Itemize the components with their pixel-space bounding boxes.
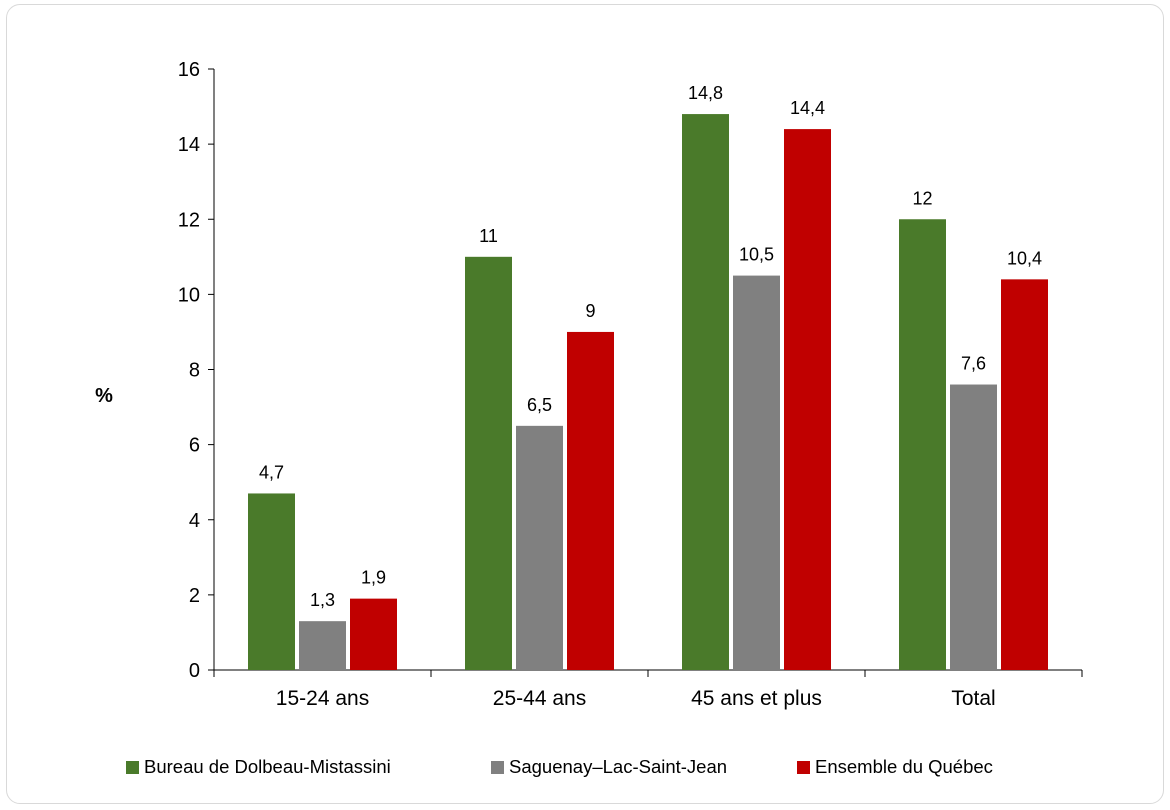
data-label: 14,8: [688, 83, 723, 103]
data-label: 10,5: [739, 245, 774, 265]
x-tick-label: 45 ans et plus: [691, 687, 822, 710]
bar: [950, 384, 997, 670]
x-tick-label: 15-24 ans: [276, 687, 369, 710]
y-tick-label: 4: [189, 510, 200, 532]
y-axis-label: %: [95, 385, 113, 407]
bar: [299, 621, 346, 670]
legend: Bureau de Dolbeau-Mistassini Saguenay–Lac…: [126, 756, 993, 777]
data-label: 14,4: [790, 98, 825, 118]
bar: [350, 598, 397, 670]
legend-swatch: [491, 761, 504, 774]
y-tick-label: 6: [189, 435, 200, 457]
x-tick-label: 25-44 ans: [493, 687, 586, 710]
y-tick-label: 0: [189, 660, 200, 682]
bar: [516, 425, 563, 670]
data-label: 1,3: [310, 590, 335, 610]
x-tick-label: Total: [951, 687, 995, 710]
y-tick-label: 12: [178, 209, 200, 231]
bar: [682, 114, 729, 670]
y-tick-label: 14: [178, 134, 200, 156]
y-tick-label: 2: [189, 585, 200, 607]
data-label: 6,5: [527, 395, 552, 415]
bar: [899, 219, 946, 670]
legend-label: Bureau de Dolbeau-Mistassini: [144, 756, 391, 777]
bar: [248, 493, 295, 670]
data-labels: 4,7 1,3 1,9 11 6,5 9 14,8 10,5 14,4 12 7,6 10,4: [259, 83, 1042, 610]
bar: [784, 129, 831, 671]
legend-label: Saguenay–Lac-Saint-Jean: [509, 756, 727, 777]
data-label: 1,9: [361, 568, 386, 588]
legend-label: Ensemble du Québec: [815, 756, 993, 777]
data-label: 12: [912, 188, 932, 208]
data-label: 4,7: [259, 462, 284, 482]
legend-swatch: [126, 761, 139, 774]
legend-swatch: [797, 761, 810, 774]
bars: [248, 114, 1048, 671]
y-tick-label: 16: [178, 59, 200, 81]
data-label: 7,6: [961, 354, 986, 374]
bar: [733, 275, 780, 670]
y-tick-label: 8: [189, 360, 200, 382]
data-label: 11: [479, 226, 498, 246]
data-label: 9: [585, 301, 595, 321]
bar: [1001, 279, 1048, 670]
bar: [567, 331, 614, 670]
data-label: 10,4: [1007, 248, 1042, 268]
y-tick-label: 10: [178, 284, 200, 306]
bar: [465, 256, 512, 670]
axes: 0 2 4 6 8 10 12 14 16 15-24 ans 25-44 ans 45 ans et…: [178, 59, 1083, 710]
